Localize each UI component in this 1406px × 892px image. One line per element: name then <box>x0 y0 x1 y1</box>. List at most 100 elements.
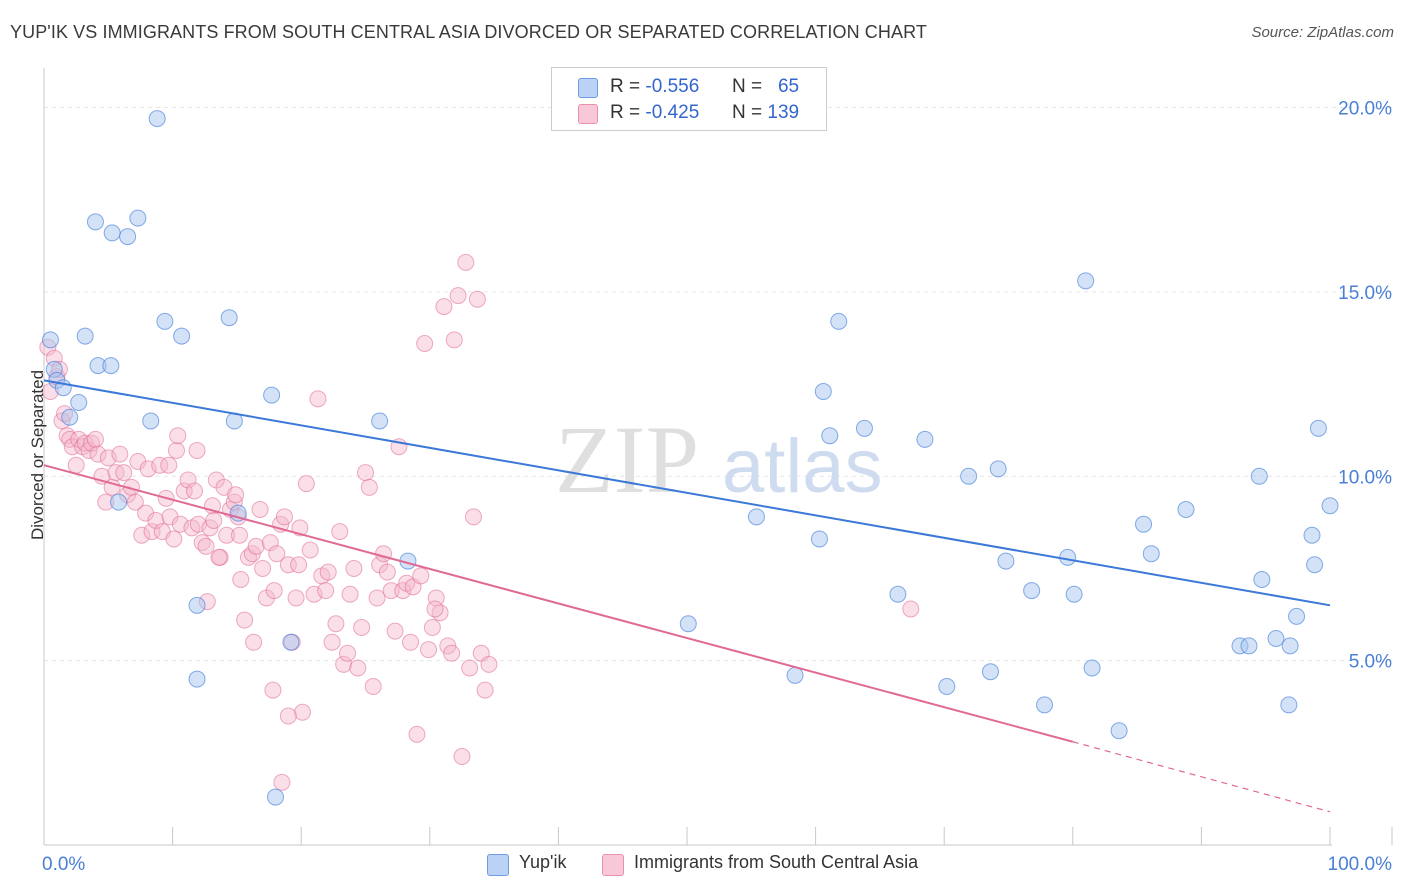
sca-point-81 <box>319 563 337 581</box>
y-axis-label: Divorced or Separated <box>28 369 47 541</box>
bottom-legend-label-sca: Immigrants from South Central Asia <box>634 852 919 872</box>
y-tick-label-0: 5.0% <box>1349 652 1392 673</box>
sca-point-109 <box>423 618 441 636</box>
sca-point-103 <box>402 633 420 651</box>
yupik-trend-line <box>43 379 1331 607</box>
y-tick-label-3: 20.0% <box>1338 99 1392 120</box>
yupik-point-55 <box>1250 467 1268 485</box>
sca-point-42 <box>179 471 197 489</box>
legend-n-yupik: N = 65 <box>732 76 800 97</box>
sca-point-58 <box>236 611 254 629</box>
sca-point-63 <box>254 559 272 577</box>
sca-point-120 <box>465 508 483 526</box>
yupik-point-4 <box>61 408 79 426</box>
sca-point-47 <box>197 537 215 555</box>
yupik-point-42 <box>997 552 1015 570</box>
sca-point-73 <box>290 556 308 574</box>
yupik-point-56 <box>1253 571 1271 588</box>
sca-point-61 <box>247 537 265 555</box>
yupik-point-5 <box>70 394 88 411</box>
sca-point-53 <box>218 526 236 544</box>
yupik-point-13 <box>129 209 147 227</box>
yupik-point-14 <box>142 412 160 430</box>
watermark-zip: ZIP <box>555 406 699 513</box>
yupik-point-38 <box>938 677 956 695</box>
sca-point-124 <box>480 655 498 673</box>
yupik-point-28 <box>679 615 697 633</box>
x-tick-labels: 0.0% 100.0% <box>42 854 1392 875</box>
yupik-point-11 <box>110 493 128 511</box>
yupik-point-24 <box>266 788 284 806</box>
sca-point-126 <box>264 681 282 699</box>
bottom-legend-label-yupik: Yup'ik <box>519 852 567 872</box>
yupik-point-17 <box>173 327 191 345</box>
sca-point-130 <box>205 512 223 529</box>
sca-point-112 <box>435 298 453 316</box>
trend-lines <box>43 379 1331 813</box>
sca-point-121 <box>468 290 486 308</box>
yupik-point-33 <box>821 427 839 445</box>
yupik-point-63 <box>1309 419 1327 437</box>
sca-point-87 <box>341 585 359 603</box>
yupik-point-30 <box>786 666 804 684</box>
yupik-point-50 <box>1135 515 1153 533</box>
yupik-point-46 <box>1065 585 1083 603</box>
sca-point-88 <box>345 559 363 577</box>
sca-point-82 <box>323 633 341 651</box>
yupik-point-48 <box>1083 659 1101 677</box>
sca-point-67 <box>268 545 286 563</box>
sca-point-134 <box>188 441 206 459</box>
sca-point-72 <box>287 589 305 607</box>
yupik-point-31 <box>810 530 828 548</box>
sca-point-96 <box>375 545 393 563</box>
yupik-point-41 <box>989 460 1007 478</box>
yupik-point-52 <box>1177 500 1195 518</box>
sca-point-115 <box>445 331 463 349</box>
sca-point-57 <box>232 571 250 588</box>
x-tick-label-1: 100.0% <box>1328 854 1393 875</box>
sca-point-114 <box>443 644 461 662</box>
yupik-point-12 <box>119 228 137 246</box>
sca-point-105 <box>408 725 426 743</box>
series-sca-points <box>39 253 920 791</box>
sca-point-127 <box>273 773 291 791</box>
legend-r-yupik: R = -0.556 <box>610 76 700 97</box>
sca-point-83 <box>327 615 345 633</box>
yupik-point-61 <box>1303 526 1321 544</box>
sca-point-128 <box>279 707 297 725</box>
sca-point-44 <box>185 482 203 500</box>
sca-point-10 <box>67 456 85 474</box>
yupik-point-19 <box>188 596 206 614</box>
sca-point-118 <box>457 253 475 271</box>
sca-point-132 <box>169 427 187 445</box>
axes <box>43 68 1393 846</box>
yupik-point-44 <box>1036 696 1054 714</box>
sca-point-62 <box>251 500 269 518</box>
sca-point-32 <box>143 523 161 541</box>
yupik-point-59 <box>1281 637 1299 655</box>
yupik-point-32 <box>814 382 832 400</box>
sca-point-84 <box>331 523 349 541</box>
source-label: Source: ZipAtlas.com <box>1251 24 1394 41</box>
y-tick-label-2: 15.0% <box>1338 283 1392 304</box>
sca-point-123 <box>476 681 494 699</box>
sca-point-17 <box>89 445 107 463</box>
y-tick-labels: 5.0% 10.0% 15.0% 20.0% <box>1338 99 1392 673</box>
sca-point-80 <box>317 582 335 600</box>
sca-point-74 <box>293 703 311 721</box>
legend-swatch-sca <box>578 104 598 124</box>
sca-point-86 <box>338 644 356 662</box>
x-tick-label-0: 0.0% <box>42 854 85 875</box>
yupik-point-20 <box>220 309 238 327</box>
series-yupik-points <box>41 110 1339 806</box>
sca-point-98 <box>382 582 400 600</box>
sca-point-24 <box>115 464 133 482</box>
bottom-legend-swatch-sca <box>602 854 624 876</box>
sca-point-65 <box>261 534 279 552</box>
yupik-point-47 <box>1077 272 1095 290</box>
yupik-point-25 <box>282 633 300 651</box>
sca-trend-line <box>43 464 1074 743</box>
sca-point-117 <box>453 748 471 765</box>
sca-point-69 <box>275 508 293 526</box>
